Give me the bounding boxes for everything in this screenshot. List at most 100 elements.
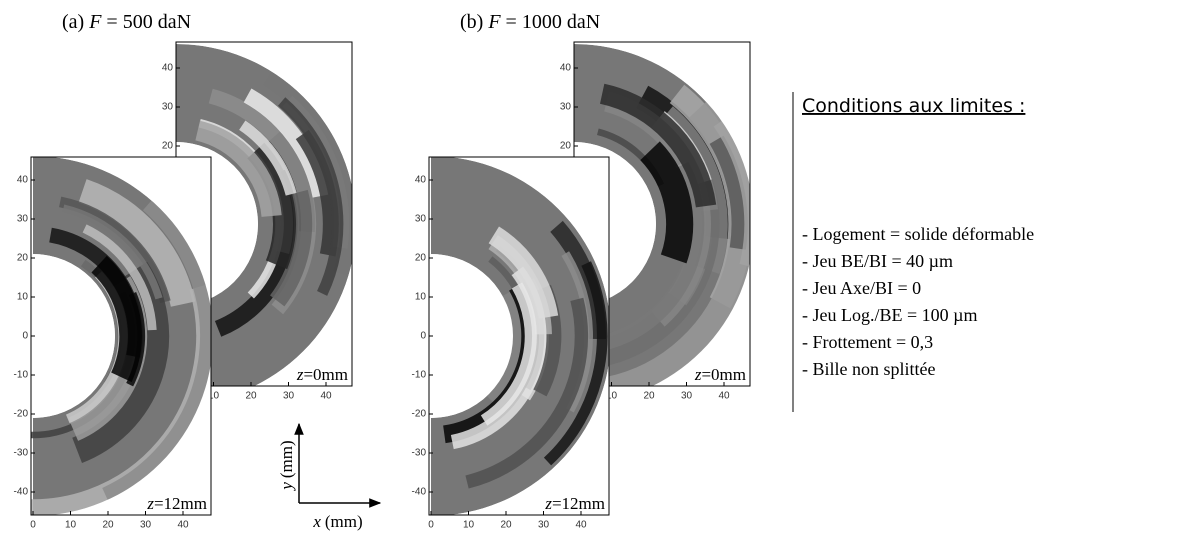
symbol: z bbox=[146, 494, 154, 513]
fringe-plot: 40 30 20 10 20 30 40 z=0mm bbox=[162, 41, 353, 402]
x-tick-label: 30 bbox=[140, 520, 152, 531]
fringe bbox=[450, 266, 547, 450]
fringe bbox=[640, 141, 694, 264]
x-tick-label: 10 bbox=[606, 391, 618, 402]
x-tick-label: 40 bbox=[177, 520, 189, 531]
x-axis-key: x (mm) bbox=[312, 512, 362, 531]
x-tick-label: 20 bbox=[245, 391, 257, 402]
y-tick-label: 40 bbox=[17, 175, 29, 186]
panel-title: (a) F = 500 daN bbox=[62, 11, 191, 33]
condition-item: - Jeu Axe/BI = 0 bbox=[802, 278, 921, 298]
fringe bbox=[295, 129, 339, 257]
symbol: F bbox=[487, 11, 501, 33]
value: = 1000 daN bbox=[506, 11, 601, 33]
y-tick-label: -10 bbox=[14, 370, 29, 381]
x-tick-label: 30 bbox=[538, 520, 550, 531]
x-tick-label: 0 bbox=[30, 520, 36, 531]
conditions-title: Conditions aux limites : bbox=[802, 95, 1025, 117]
y-tick-label: 0 bbox=[420, 331, 426, 342]
condition-item: - Frottement = 0,3 bbox=[802, 332, 933, 352]
y-tick-label: 20 bbox=[415, 253, 427, 264]
value: = 500 daN bbox=[106, 11, 191, 33]
y-tick-label: -20 bbox=[14, 409, 29, 420]
y-tick-label: -40 bbox=[412, 487, 427, 498]
fringe bbox=[277, 97, 344, 296]
x-tick-label: 40 bbox=[320, 391, 332, 402]
fringe bbox=[713, 120, 750, 267]
outer-mask bbox=[176, 42, 352, 386]
symbol: y bbox=[277, 482, 296, 492]
x-tick-label: 0 bbox=[428, 520, 434, 531]
z-label: z=0mm bbox=[296, 365, 348, 384]
condition-item: - Jeu BE/BI = 40 µm bbox=[802, 251, 953, 271]
fringe bbox=[239, 120, 297, 196]
bore bbox=[31, 254, 115, 418]
x-tick-label: 40 bbox=[575, 520, 587, 531]
value: =0mm bbox=[303, 365, 348, 384]
fringe bbox=[263, 71, 352, 276]
y-tick-label: -40 bbox=[14, 487, 29, 498]
plot-area bbox=[176, 42, 352, 386]
fringe bbox=[465, 297, 589, 489]
y-tick-label: 30 bbox=[162, 102, 174, 113]
y-tick-label: 40 bbox=[560, 63, 572, 74]
z-label: z=12mm bbox=[544, 494, 605, 513]
x-tick-label: 10 bbox=[65, 520, 77, 531]
value: =0mm bbox=[701, 365, 746, 384]
fringe bbox=[480, 282, 537, 426]
y-tick-label: 30 bbox=[560, 102, 572, 113]
fringe bbox=[82, 224, 157, 331]
fringe-plot: 40 30 20 10 0 -10 -20 -30 -40 0 10 20 30 40 z=12mm bbox=[412, 156, 610, 531]
y-tick-label: 40 bbox=[162, 63, 174, 74]
y-tick-label: -10 bbox=[412, 370, 427, 381]
fringe bbox=[195, 120, 282, 218]
plot-area bbox=[31, 157, 211, 515]
fringe bbox=[709, 135, 748, 250]
y-tick-label: 30 bbox=[415, 214, 427, 225]
y-tick-label: 20 bbox=[17, 253, 29, 264]
y-tick-label: 20 bbox=[162, 141, 174, 152]
label: (b) bbox=[460, 11, 483, 33]
fringe bbox=[78, 179, 196, 307]
fringe bbox=[102, 197, 211, 503]
outer-mask bbox=[449, 157, 609, 515]
axes-key: y(mm) x (mm) bbox=[277, 422, 382, 531]
outer-mask bbox=[51, 157, 211, 515]
x-tick-label: 20 bbox=[643, 391, 655, 402]
y-tick-label: 10 bbox=[17, 292, 29, 303]
y-tick-label: -20 bbox=[412, 409, 427, 420]
fringe bbox=[543, 261, 608, 466]
value: =12mm bbox=[154, 494, 207, 513]
x-tick-label: 10 bbox=[208, 391, 220, 402]
z-label: z=0mm bbox=[694, 365, 746, 384]
x-tick-label: 30 bbox=[681, 391, 693, 402]
fringe bbox=[269, 189, 313, 307]
y-tick-label: -30 bbox=[412, 448, 427, 459]
fringe-plot: 40 30 20 10 0 -10 -20 -30 -40 0 10 20 30 40 z=12mm bbox=[14, 156, 212, 531]
y-axis-key: y (mm) bbox=[277, 440, 296, 491]
plot-area bbox=[429, 157, 609, 515]
x-tick-label: 30 bbox=[283, 391, 295, 402]
conditions: Conditions aux limites : - Logement = so… bbox=[792, 92, 1034, 412]
x-tick-label: 10 bbox=[463, 520, 475, 531]
unit: (mm) bbox=[325, 512, 363, 531]
z-label: z=12mm bbox=[146, 494, 207, 513]
condition-item: - Bille non splittée bbox=[802, 359, 935, 379]
fringe bbox=[488, 226, 559, 319]
y-tick-label: 40 bbox=[415, 175, 427, 186]
fringe bbox=[91, 255, 142, 383]
label: (a) bbox=[62, 11, 84, 33]
y-tick-label: -30 bbox=[14, 448, 29, 459]
unit: (mm) bbox=[277, 440, 296, 478]
symbol: x bbox=[312, 512, 321, 531]
x-tick-label: 20 bbox=[102, 520, 114, 531]
outer-mask bbox=[574, 42, 750, 386]
y-tick-label: 0 bbox=[22, 331, 28, 342]
symbol: z bbox=[296, 365, 304, 384]
bore bbox=[429, 254, 513, 418]
symbol: z bbox=[544, 494, 552, 513]
panel-title: (b) F = 1000 daN bbox=[460, 11, 600, 33]
condition-item: - Logement = solide déformable bbox=[802, 224, 1034, 244]
y-tick-label: 10 bbox=[415, 292, 427, 303]
